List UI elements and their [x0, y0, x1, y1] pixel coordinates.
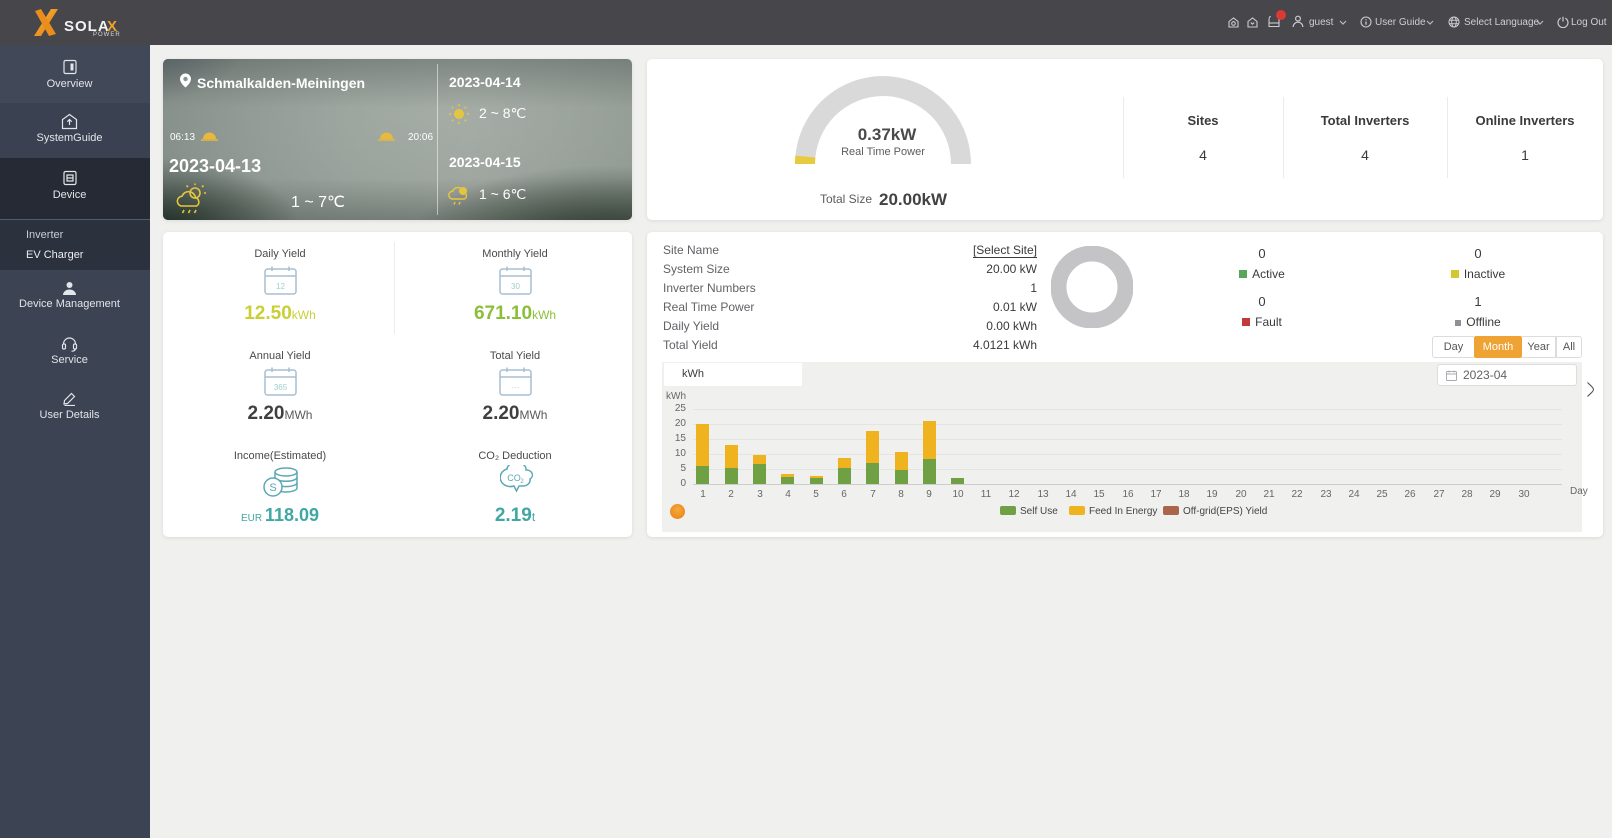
svg-text:30: 30 — [511, 282, 520, 291]
svg-text:X: X — [107, 18, 117, 35]
svg-text:S: S — [269, 482, 276, 494]
svg-text:SOLA: SOLA — [64, 18, 110, 35]
svg-text:CO: CO — [507, 473, 521, 483]
svg-text:2: 2 — [520, 479, 524, 485]
svg-text:12: 12 — [276, 282, 285, 291]
svg-text:365: 365 — [274, 383, 288, 392]
svg-text:POWER: POWER — [93, 32, 121, 38]
svg-text:···: ··· — [512, 383, 520, 392]
